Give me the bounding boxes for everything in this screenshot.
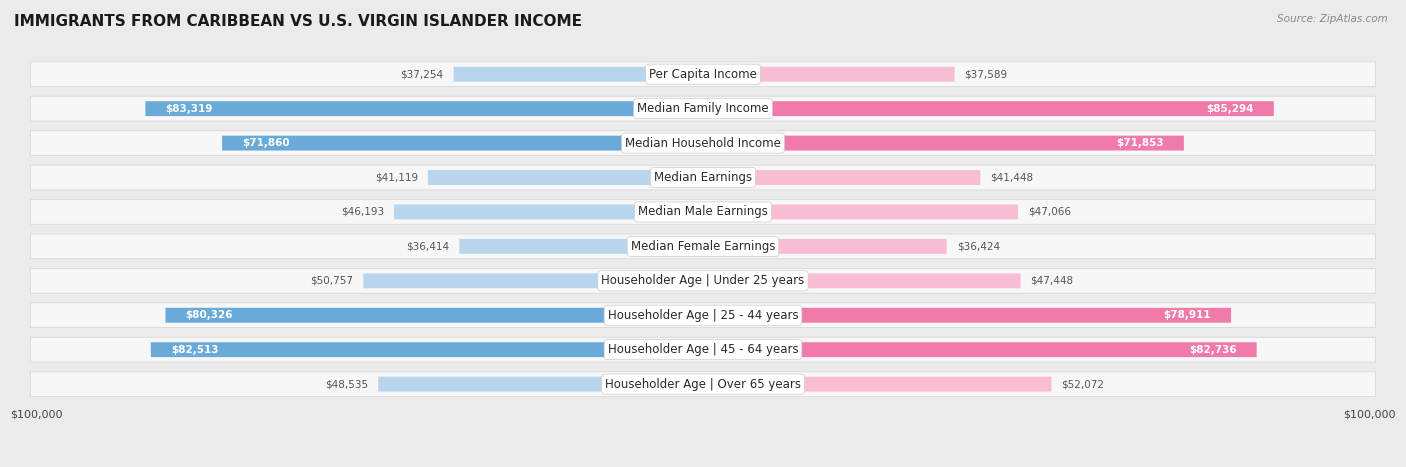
Text: Householder Age | Over 65 years: Householder Age | Over 65 years: [605, 378, 801, 390]
Text: $71,860: $71,860: [242, 138, 290, 148]
Text: $47,066: $47,066: [1028, 207, 1071, 217]
Text: Householder Age | 45 - 64 years: Householder Age | 45 - 64 years: [607, 343, 799, 356]
FancyBboxPatch shape: [703, 377, 1052, 391]
Text: $36,424: $36,424: [957, 241, 1000, 251]
FancyBboxPatch shape: [150, 342, 703, 357]
FancyBboxPatch shape: [166, 308, 703, 323]
Text: $85,294: $85,294: [1206, 104, 1254, 113]
FancyBboxPatch shape: [427, 170, 703, 185]
Text: $82,736: $82,736: [1189, 345, 1237, 354]
FancyBboxPatch shape: [703, 67, 955, 82]
Text: $46,193: $46,193: [340, 207, 384, 217]
Text: $50,757: $50,757: [311, 276, 353, 286]
FancyBboxPatch shape: [31, 96, 1375, 121]
FancyBboxPatch shape: [363, 273, 703, 288]
FancyBboxPatch shape: [703, 135, 1184, 150]
Text: $37,254: $37,254: [401, 69, 444, 79]
FancyBboxPatch shape: [222, 135, 703, 150]
FancyBboxPatch shape: [703, 308, 1232, 323]
FancyBboxPatch shape: [31, 372, 1375, 396]
Text: $80,326: $80,326: [186, 310, 233, 320]
Text: $47,448: $47,448: [1031, 276, 1074, 286]
Text: Median Male Earnings: Median Male Earnings: [638, 205, 768, 219]
FancyBboxPatch shape: [31, 234, 1375, 259]
Text: $41,448: $41,448: [990, 172, 1033, 183]
Text: $100,000: $100,000: [1343, 410, 1396, 419]
FancyBboxPatch shape: [145, 101, 703, 116]
FancyBboxPatch shape: [703, 239, 946, 254]
FancyBboxPatch shape: [454, 67, 703, 82]
FancyBboxPatch shape: [31, 131, 1375, 156]
FancyBboxPatch shape: [31, 337, 1375, 362]
Text: $71,853: $71,853: [1116, 138, 1164, 148]
FancyBboxPatch shape: [31, 165, 1375, 190]
Text: $52,072: $52,072: [1062, 379, 1105, 389]
Text: $48,535: $48,535: [325, 379, 368, 389]
Text: $41,119: $41,119: [374, 172, 418, 183]
Text: $37,589: $37,589: [965, 69, 1008, 79]
Text: Householder Age | Under 25 years: Householder Age | Under 25 years: [602, 274, 804, 287]
FancyBboxPatch shape: [31, 62, 1375, 86]
FancyBboxPatch shape: [460, 239, 703, 254]
FancyBboxPatch shape: [378, 377, 703, 391]
Text: $78,911: $78,911: [1164, 310, 1211, 320]
FancyBboxPatch shape: [394, 205, 703, 219]
Text: $100,000: $100,000: [10, 410, 63, 419]
Text: IMMIGRANTS FROM CARIBBEAN VS U.S. VIRGIN ISLANDER INCOME: IMMIGRANTS FROM CARIBBEAN VS U.S. VIRGIN…: [14, 14, 582, 29]
FancyBboxPatch shape: [703, 170, 980, 185]
Text: Median Earnings: Median Earnings: [654, 171, 752, 184]
FancyBboxPatch shape: [703, 273, 1021, 288]
Legend: Immigrants from Caribbean, U.S. Virgin Islander: Immigrants from Caribbean, U.S. Virgin I…: [541, 464, 865, 467]
FancyBboxPatch shape: [703, 205, 1018, 219]
FancyBboxPatch shape: [31, 269, 1375, 293]
Text: Median Female Earnings: Median Female Earnings: [631, 240, 775, 253]
FancyBboxPatch shape: [703, 101, 1274, 116]
Text: $83,319: $83,319: [166, 104, 212, 113]
Text: $82,513: $82,513: [172, 345, 218, 354]
Text: Median Family Income: Median Family Income: [637, 102, 769, 115]
Text: Median Household Income: Median Household Income: [626, 136, 780, 149]
FancyBboxPatch shape: [31, 199, 1375, 224]
FancyBboxPatch shape: [703, 342, 1257, 357]
FancyBboxPatch shape: [31, 303, 1375, 328]
Text: Source: ZipAtlas.com: Source: ZipAtlas.com: [1277, 14, 1388, 24]
Text: $36,414: $36,414: [406, 241, 450, 251]
Text: Per Capita Income: Per Capita Income: [650, 68, 756, 81]
Text: Householder Age | 25 - 44 years: Householder Age | 25 - 44 years: [607, 309, 799, 322]
